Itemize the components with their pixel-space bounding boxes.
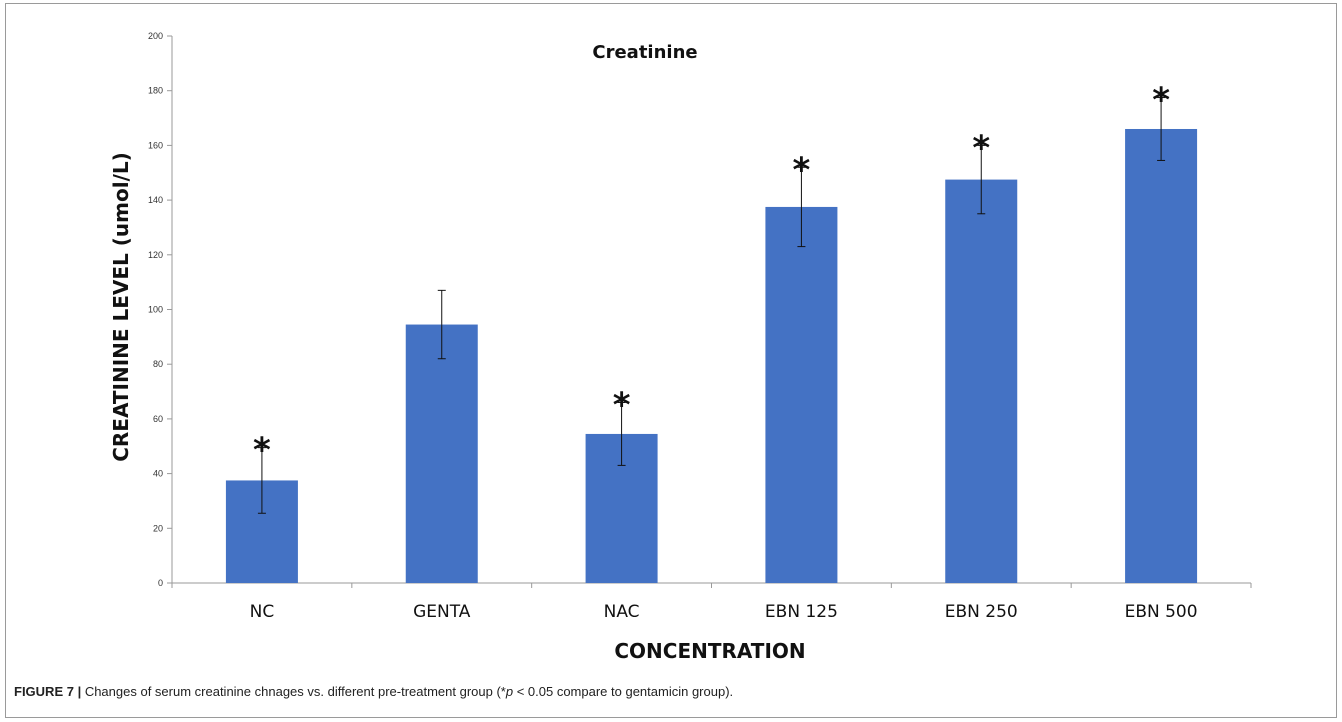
x-category-label: GENTA — [413, 602, 471, 622]
y-tick-label: 80 — [153, 359, 163, 369]
x-axis: NC GENTA NAC EBN 125 EBN 250 EBN 500 — [171, 582, 1252, 622]
significance-star: * — [253, 431, 271, 471]
bar — [1125, 128, 1198, 584]
x-category-label: NAC — [604, 602, 640, 622]
y-axis-title: CREATININE LEVEL (umol/L) — [109, 152, 133, 462]
caption-label: FIGURE 7 | — [14, 684, 82, 699]
y-tick-label: 40 — [153, 469, 163, 479]
chart-title: Creatinine — [592, 42, 697, 63]
significance-star: * — [613, 385, 631, 425]
y-tick-label: 200 — [148, 31, 163, 41]
caption-text-after: < 0.05 compare to gentamicin group). — [513, 684, 734, 699]
y-tick-label: 20 — [153, 523, 163, 533]
x-category-label: NC — [250, 602, 275, 622]
bar — [945, 179, 1018, 583]
y-axis: 0 20 40 60 80 100 120 140 160 180 200 — [148, 31, 173, 588]
significance-star: * — [972, 128, 990, 168]
figure-caption: FIGURE 7 | Changes of serum creatinine c… — [14, 684, 733, 699]
bar — [765, 206, 838, 583]
y-tick-label: 100 — [148, 305, 163, 315]
caption-p-symbol: p — [505, 684, 514, 699]
significance-star: * — [1152, 81, 1170, 121]
x-axis-title: CONCENTRATION — [614, 639, 805, 663]
x-category-label: EBN 250 — [945, 602, 1018, 622]
figure-frame — [5, 3, 1337, 718]
caption-text-before: Changes of serum creatinine chnages vs. … — [81, 684, 506, 699]
x-category-label: EBN 125 — [765, 602, 838, 622]
bars: * * * * * — [225, 81, 1198, 584]
bar — [405, 324, 478, 583]
y-tick-label: 140 — [148, 195, 163, 205]
x-category-label: EBN 500 — [1125, 602, 1198, 622]
significance-star: * — [793, 150, 811, 190]
y-tick-label: 120 — [148, 250, 163, 260]
y-tick-label: 180 — [148, 86, 163, 96]
y-tick-label: 60 — [153, 414, 163, 424]
y-tick-label: 0 — [158, 578, 163, 588]
y-tick-label: 160 — [148, 140, 163, 150]
